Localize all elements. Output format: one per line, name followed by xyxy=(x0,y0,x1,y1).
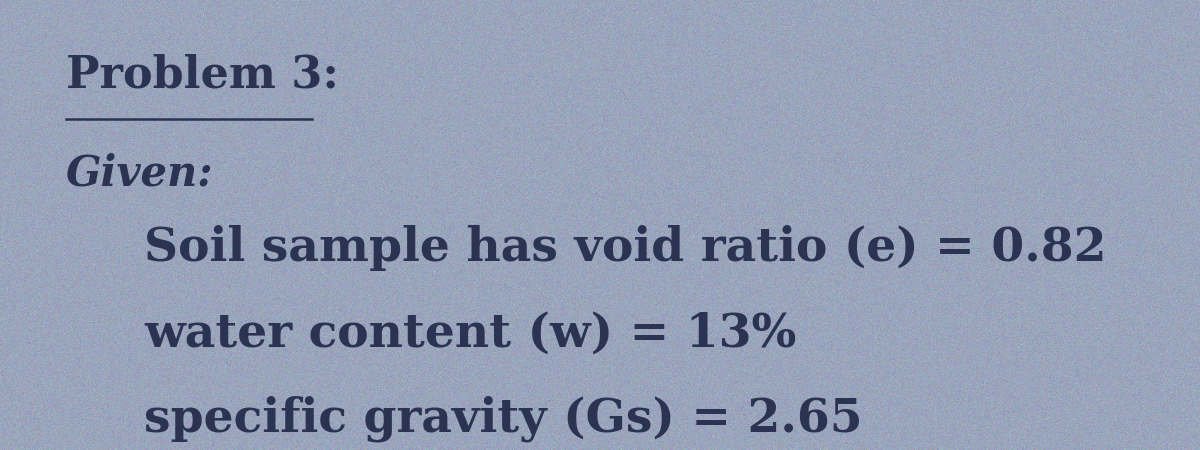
Text: Problem 3:: Problem 3: xyxy=(66,54,338,97)
Text: Soil sample has void ratio (e) = 0.82: Soil sample has void ratio (e) = 0.82 xyxy=(144,225,1106,271)
Text: specific gravity (Gs) = 2.65: specific gravity (Gs) = 2.65 xyxy=(144,396,863,442)
Text: Given:: Given: xyxy=(66,153,214,195)
Text: water content (w) = 13%: water content (w) = 13% xyxy=(144,310,797,356)
